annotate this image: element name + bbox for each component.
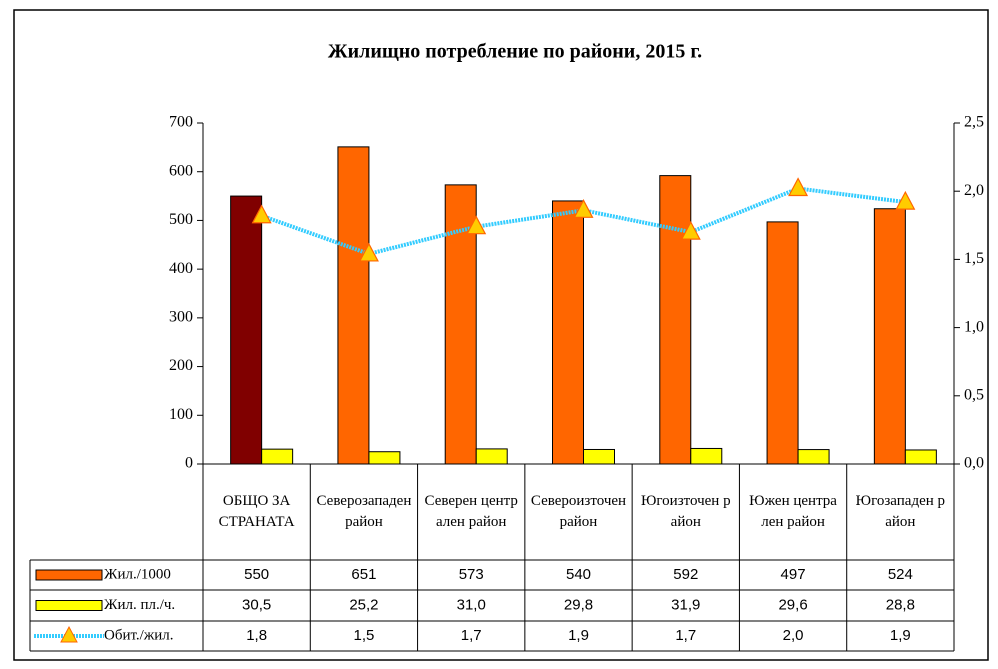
table-value: 1,8 bbox=[246, 627, 267, 644]
y-tick-label: 300 bbox=[169, 309, 193, 326]
bar bbox=[690, 447, 723, 465]
legend-key bbox=[35, 600, 103, 611]
y2-tick-label: 1,5 bbox=[964, 250, 984, 267]
y-tick-label: 0 bbox=[185, 455, 193, 472]
x-tick-label: Южен централен район bbox=[749, 493, 837, 530]
x-tick-label: Югозападен район bbox=[855, 493, 946, 530]
table-value: 573 bbox=[459, 566, 484, 583]
legend-label: Обит./жил. bbox=[104, 627, 173, 643]
x-tick-label: ОБЩО ЗА СТРАНАТА bbox=[218, 493, 295, 530]
y2-tick-label: 1,0 bbox=[964, 318, 984, 335]
x-tick-label: Югоизточен район bbox=[640, 493, 731, 530]
y2-tick-label: 2,5 bbox=[964, 114, 984, 131]
y-tick-label: 600 bbox=[169, 162, 193, 179]
marker bbox=[788, 177, 809, 197]
marker bbox=[251, 204, 272, 224]
marker bbox=[680, 220, 701, 240]
bar bbox=[659, 175, 692, 465]
table-value: 2,0 bbox=[783, 627, 804, 644]
table-value: 31,0 bbox=[457, 596, 486, 613]
bar bbox=[337, 146, 370, 465]
y2-tick-label: 0,5 bbox=[964, 386, 984, 403]
chart-title: Жилищно потребление по райони, 2015 г. bbox=[328, 41, 702, 63]
legend-label: Жил. пл./ч. bbox=[104, 597, 175, 613]
bar bbox=[368, 451, 401, 465]
marker bbox=[358, 242, 379, 262]
bar bbox=[261, 448, 294, 465]
y-tick-label: 500 bbox=[169, 211, 193, 228]
bar bbox=[797, 449, 830, 465]
marker bbox=[466, 215, 487, 235]
bar bbox=[475, 448, 508, 465]
table-value: 1,9 bbox=[568, 627, 589, 644]
bar bbox=[873, 208, 906, 465]
bar bbox=[230, 195, 263, 465]
table-value: 29,6 bbox=[778, 596, 807, 613]
legend-marker bbox=[60, 625, 78, 643]
bar bbox=[552, 200, 584, 465]
y-tick-label: 100 bbox=[169, 406, 193, 423]
table-value: 30,5 bbox=[242, 596, 271, 613]
legend-key bbox=[35, 569, 103, 581]
table-value: 28,8 bbox=[886, 596, 915, 613]
y-tick-label: 200 bbox=[169, 357, 193, 374]
bar bbox=[766, 221, 799, 465]
bar bbox=[904, 449, 937, 465]
table-value: 1,9 bbox=[890, 627, 911, 644]
y2-tick-label: 0,0 bbox=[964, 455, 984, 472]
table-value: 25,2 bbox=[349, 596, 378, 613]
x-tick-label: Северен централен район bbox=[424, 493, 518, 530]
marker bbox=[573, 199, 594, 218]
chart-border bbox=[13, 9, 989, 661]
bar bbox=[583, 448, 615, 465]
y-tick-label: 400 bbox=[169, 260, 193, 277]
x-tick-label: Североизточен район bbox=[530, 493, 627, 530]
y-tick-label: 700 bbox=[169, 114, 193, 131]
table-value: 540 bbox=[566, 566, 591, 583]
table-value: 524 bbox=[888, 566, 913, 583]
table-value: 31,9 bbox=[671, 596, 700, 613]
table-value: 1,5 bbox=[353, 627, 374, 644]
marker bbox=[895, 190, 916, 210]
x-tick-label: Северозападен район bbox=[316, 493, 412, 530]
table-value: 1,7 bbox=[461, 627, 482, 644]
table-value: 592 bbox=[673, 566, 698, 583]
table-value: 1,7 bbox=[675, 627, 696, 644]
table-value: 497 bbox=[781, 566, 806, 583]
table-value: 29,8 bbox=[564, 596, 593, 613]
legend-label: Жил./1000 bbox=[104, 566, 171, 582]
table-value: 550 bbox=[244, 566, 269, 583]
table-value: 651 bbox=[351, 566, 376, 583]
y2-tick-label: 2,0 bbox=[964, 182, 984, 199]
